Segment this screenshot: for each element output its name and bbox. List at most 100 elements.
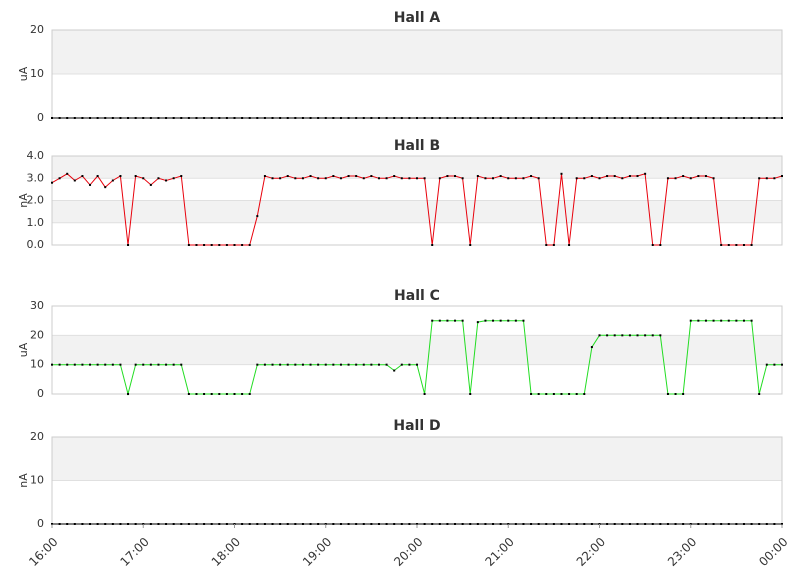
data-point (750, 117, 753, 119)
data-point (735, 523, 738, 525)
data-point (613, 175, 616, 178)
y-tick-label: 3.0 (27, 171, 45, 184)
data-point (727, 117, 730, 119)
data-point (73, 117, 76, 119)
data-point (370, 117, 373, 119)
data-point (263, 117, 266, 119)
data-point (644, 172, 647, 175)
data-point (385, 363, 388, 366)
data-point (73, 363, 76, 366)
data-point (765, 177, 768, 180)
data-point (225, 393, 228, 395)
data-point (530, 117, 533, 119)
data-point (127, 393, 130, 395)
data-point (393, 369, 396, 372)
data-point (332, 523, 335, 525)
data-point (324, 177, 327, 180)
data-point (127, 523, 130, 525)
data-point (271, 363, 274, 366)
data-point (636, 117, 639, 119)
data-point (583, 393, 586, 395)
data-point (431, 523, 434, 525)
data-point (241, 523, 244, 525)
data-point (203, 244, 206, 246)
data-point (225, 244, 228, 246)
data-point (51, 117, 53, 119)
data-point (127, 244, 130, 246)
data-point (165, 179, 168, 182)
data-point (689, 177, 692, 180)
data-point (309, 117, 312, 119)
data-point (575, 117, 578, 119)
data-point (218, 244, 221, 246)
data-point (362, 363, 365, 366)
x-tick-label: 17:00 (117, 535, 151, 569)
data-point (598, 117, 601, 119)
data-point (492, 177, 495, 180)
data-point (697, 523, 700, 525)
data-point (560, 393, 563, 395)
data-point (727, 244, 730, 246)
data-point (469, 117, 472, 119)
data-point (286, 363, 289, 366)
data-point (773, 363, 776, 366)
data-point (408, 117, 411, 119)
data-point (172, 523, 175, 525)
chart-title: Hall A (394, 10, 441, 26)
data-point (530, 175, 533, 178)
data-point (499, 117, 502, 119)
data-point (81, 175, 84, 178)
data-point (781, 175, 783, 178)
data-point (499, 523, 502, 525)
data-point (674, 117, 677, 119)
data-point (674, 523, 677, 525)
data-point (758, 393, 761, 395)
data-point (157, 523, 160, 525)
data-point (142, 177, 145, 180)
data-point (271, 117, 274, 119)
data-point (720, 244, 723, 246)
data-point (187, 393, 190, 395)
data-point (492, 523, 495, 525)
data-point (332, 175, 335, 178)
data-point (81, 523, 84, 525)
data-point (416, 177, 418, 180)
data-point (339, 523, 342, 525)
data-point (590, 346, 593, 349)
data-point (674, 393, 677, 395)
data-point (210, 244, 213, 246)
data-point (301, 177, 304, 180)
data-point (165, 523, 168, 525)
data-point (568, 523, 571, 525)
data-point (682, 393, 685, 395)
data-point (134, 363, 137, 366)
data-point (218, 117, 221, 119)
data-point (317, 523, 320, 525)
data-point (317, 363, 320, 366)
data-point (758, 177, 761, 180)
data-point (58, 523, 61, 525)
data-point (355, 523, 358, 525)
data-point (408, 177, 411, 180)
data-point (537, 117, 540, 119)
y-tick-label: 10 (30, 474, 44, 487)
data-point (758, 523, 761, 525)
data-point (514, 177, 517, 180)
data-point (537, 523, 540, 525)
data-point (370, 175, 373, 178)
data-point (454, 523, 457, 525)
data-point (248, 244, 251, 246)
data-point (317, 117, 320, 119)
data-point (370, 363, 373, 366)
data-point (51, 363, 53, 366)
data-point (301, 117, 304, 119)
data-point (51, 181, 53, 184)
data-point (339, 363, 342, 366)
data-point (271, 177, 274, 180)
data-point (765, 523, 768, 525)
data-point (476, 117, 479, 119)
data-point (552, 117, 555, 119)
data-point (537, 393, 540, 395)
data-point (149, 523, 152, 525)
